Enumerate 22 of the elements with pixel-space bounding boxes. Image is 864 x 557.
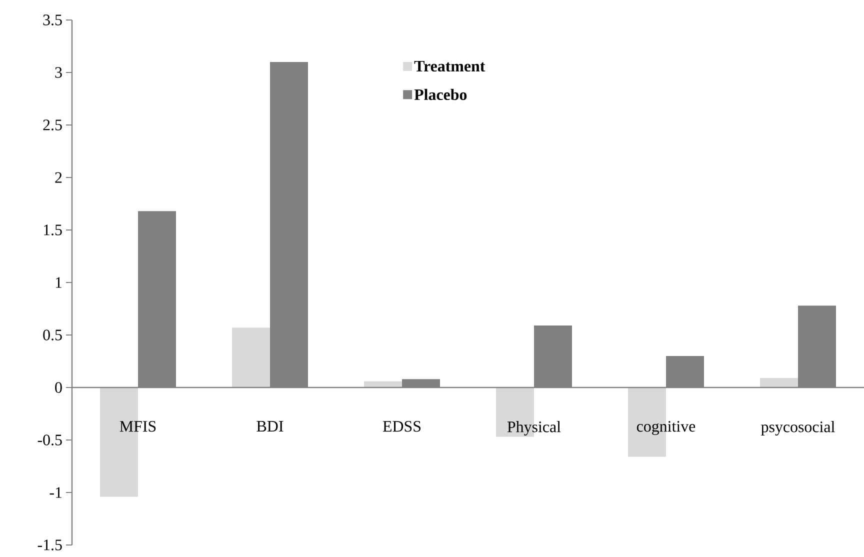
- x-tick-label: EDSS: [382, 421, 420, 432]
- bar: [232, 328, 270, 388]
- x-tick-label: psycosocial: [761, 421, 835, 436]
- x-tick-label: cognitive: [636, 421, 696, 436]
- x-tick-label: MFIS: [120, 421, 156, 432]
- y-tick-label: 3: [55, 67, 62, 78]
- legend-label: Treatment: [414, 60, 486, 72]
- bar: [760, 378, 798, 388]
- x-tick-label: BDI: [256, 421, 284, 432]
- bar: [364, 381, 402, 388]
- x-tick-label: Physical: [507, 421, 561, 436]
- y-tick-label: -1.5: [38, 540, 62, 550]
- y-tick-label: 1: [56, 277, 62, 288]
- y-tick-label: 1.5: [44, 224, 62, 236]
- y-tick-label: -0.5: [38, 434, 62, 446]
- y-tick-label: 2.5: [43, 120, 62, 130]
- y-tick-label: 0: [55, 382, 62, 393]
- legend-label: Placebo: [414, 88, 467, 100]
- y-tick-label: -1: [50, 487, 62, 498]
- y-tick-label: 0.5: [43, 330, 62, 340]
- y-tick-label: 3.5: [43, 14, 62, 26]
- y-tick-label: 2: [55, 172, 62, 183]
